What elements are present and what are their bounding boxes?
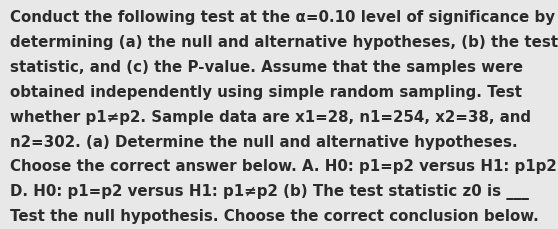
Text: whether p1≠p2. Sample data are x1=28, n1=254, x2=38, and: whether p1≠p2. Sample data are x1=28, n1… <box>10 109 531 124</box>
Text: n2=302. (a) Determine the null and alternative hypotheses.: n2=302. (a) Determine the null and alter… <box>10 134 518 149</box>
Text: statistic, and (c) the P-value. Assume that the samples were: statistic, and (c) the P-value. Assume t… <box>10 60 523 75</box>
Text: obtained independently using simple random sampling. Test: obtained independently using simple rand… <box>10 85 522 99</box>
Text: Conduct the following test at the α=0.10 level of significance by: Conduct the following test at the α=0.10… <box>10 10 555 25</box>
Text: determining (a) the null and alternative hypotheses, (b) the test: determining (a) the null and alternative… <box>10 35 558 50</box>
Text: Choose the correct answer below. A. H0: p1=p2 versus H1: p1p2: Choose the correct answer below. A. H0: … <box>10 159 557 174</box>
Text: D. H0: p1=p2 versus H1: p1≠p2 (b) The test statistic z0 is ___: D. H0: p1=p2 versus H1: p1≠p2 (b) The te… <box>10 183 529 199</box>
Text: Test the null hypothesis. Choose the correct conclusion below.: Test the null hypothesis. Choose the cor… <box>10 208 539 223</box>
